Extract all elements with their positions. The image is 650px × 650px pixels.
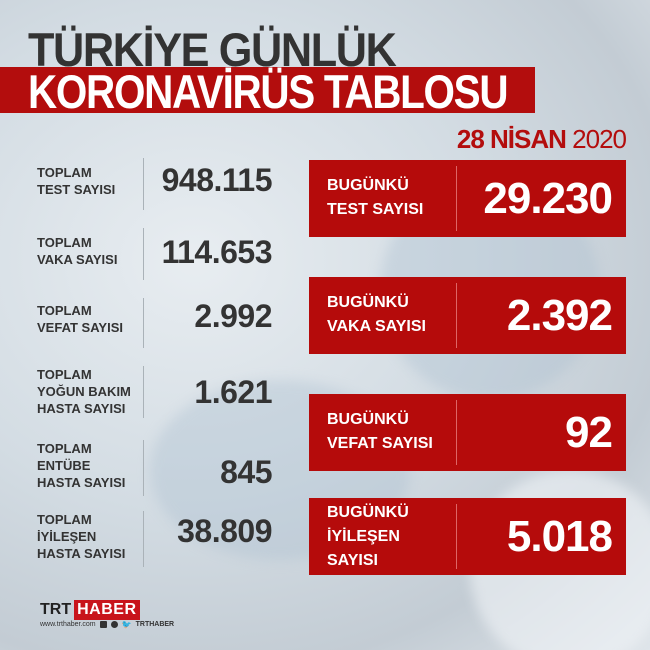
- total-value: 845: [220, 454, 272, 490]
- total-label: TOPLAM İYİLEŞEN HASTA SAYISI: [37, 512, 126, 561]
- today-label: BUGÜNKÜ İYİLEŞEN SAYISI: [327, 504, 409, 569]
- date: 28 NİSAN 2020: [456, 124, 627, 155]
- total-test: TOPLAM TEST SAYISI 948.115: [37, 158, 273, 210]
- title-line-2: KORONAVİRÜS TABLOSU: [28, 65, 509, 118]
- social-handle[interactable]: TRTHABER: [135, 621, 175, 628]
- total-value: 38.809: [177, 513, 272, 549]
- divider: [143, 511, 144, 567]
- logo-trt: TRT: [40, 601, 72, 618]
- total-label: TOPLAM YOĞUN BAKIM HASTA SAYISI: [37, 367, 131, 416]
- total-label: TOPLAM TEST SAYISI: [37, 165, 116, 197]
- twitter-icon[interactable]: 🐦: [121, 620, 132, 629]
- today-cases: BUGÜNKÜ VAKA SAYISI 2.392: [309, 277, 626, 354]
- total-icu: TOPLAM YOĞUN BAKIM HASTA SAYISI 1.621: [37, 366, 272, 422]
- title-band: [0, 67, 535, 113]
- total-value: 114.653: [161, 234, 273, 270]
- total-intubated: TOPLAM ENTÜBE HASTA SAYISI 845: [37, 440, 272, 496]
- divider: [456, 283, 457, 348]
- total-label: TOPLAM VEFAT SAYISI: [37, 303, 123, 335]
- date-year: 2020: [572, 124, 627, 154]
- total-recovered: TOPLAM İYİLEŞEN HASTA SAYISI 38.809: [37, 511, 272, 567]
- instagram-icon[interactable]: [110, 621, 118, 628]
- total-label: TOPLAM ENTÜBE HASTA SAYISI: [37, 441, 126, 490]
- today-test: BUGÜNKÜ TEST SAYISI 29.230: [309, 160, 626, 237]
- divider: [143, 228, 144, 280]
- divider: [143, 158, 144, 210]
- divider: [143, 440, 144, 496]
- facebook-icon[interactable]: [99, 621, 107, 628]
- today-label: BUGÜNKÜ TEST SAYISI: [327, 177, 424, 218]
- today-value: 5.018: [506, 512, 613, 561]
- divider: [143, 366, 144, 418]
- logo-haber: HABER: [74, 600, 140, 620]
- divider: [143, 298, 144, 348]
- website-link[interactable]: www.trthaber.com: [40, 621, 96, 628]
- total-deaths: TOPLAM VEFAT SAYISI 2.992: [37, 298, 272, 352]
- today-label: BUGÜNKÜ VEFAT SAYISI: [327, 411, 433, 452]
- divider: [456, 166, 457, 231]
- today-label: BUGÜNKÜ VAKA SAYISI: [327, 294, 426, 335]
- total-value: 948.115: [161, 162, 273, 198]
- today-deaths: BUGÜNKÜ VEFAT SAYISI 92: [309, 394, 626, 471]
- footer-links: www.trthaber.com 🐦 TRTHABER: [40, 620, 174, 629]
- total-label: TOPLAM VAKA SAYISI: [37, 235, 118, 267]
- total-value: 2.992: [194, 298, 272, 334]
- today-recovered: BUGÜNKÜ İYİLEŞEN SAYISI 5.018: [309, 498, 626, 575]
- today-value: 92: [565, 408, 613, 457]
- divider: [456, 400, 457, 465]
- total-cases: TOPLAM VAKA SAYISI 114.653: [37, 228, 273, 282]
- today-value: 2.392: [506, 291, 613, 340]
- trt-haber-logo: TRT HABER: [40, 600, 140, 620]
- total-value: 1.621: [194, 374, 272, 410]
- divider: [456, 504, 457, 569]
- today-value: 29.230: [483, 174, 613, 223]
- date-day-month: 28 NİSAN: [456, 124, 567, 154]
